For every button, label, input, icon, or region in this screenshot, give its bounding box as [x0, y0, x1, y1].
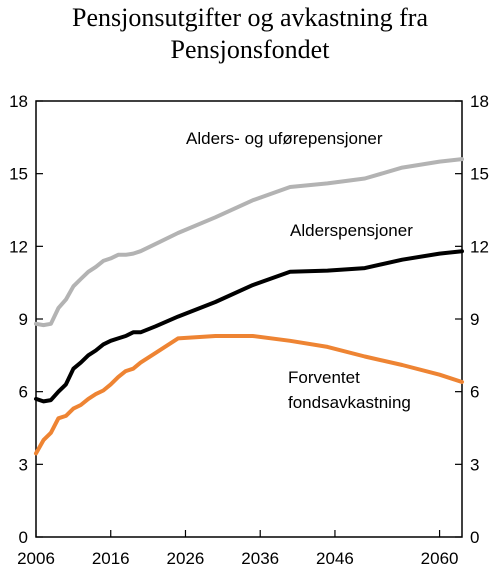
x-tick-label: 2046: [316, 549, 354, 568]
series-line-0: [34, 157, 464, 328]
y-tick-label-left: 12: [9, 237, 28, 256]
y-tick-label-right: 18: [470, 92, 489, 111]
x-tick-label: 2036: [241, 549, 279, 568]
x-tick-label: 2026: [167, 549, 205, 568]
y-tick-label-right: 12: [470, 237, 489, 256]
x-tick-label: 2016: [92, 549, 130, 568]
y-tick-label-left: 6: [19, 383, 28, 402]
series-line-2: [34, 334, 464, 456]
x-tick-label: 2060: [421, 549, 459, 568]
y-tick-label-right: 3: [470, 455, 479, 474]
axis-ticks: 0 0 3 3 6 6 9 9 12 12 15 15 18 18 2006 2016 2026 2036 2046…: [9, 92, 489, 568]
series-lines: [34, 157, 464, 456]
series-label-2: fondsavkastning: [288, 393, 411, 412]
y-tick-label-right: 9: [470, 310, 479, 329]
series-label-1: Alderspensjoner: [290, 221, 413, 240]
chart-title-line-1: Pensjonsutgifter og avkastning fra: [72, 3, 428, 32]
series-label-2: Forventet: [288, 368, 360, 387]
plot-frame: [35, 100, 463, 538]
series-line-1: [34, 249, 464, 404]
series-label-0: Alders- og uførepensjoner: [186, 129, 383, 148]
x-tick-label: 2006: [17, 549, 55, 568]
y-tick-label-right: 0: [470, 528, 479, 547]
series-labels: Alders- og uførepensjoner Alderspensjoner…: [186, 129, 413, 412]
y-tick-label-left: 9: [19, 310, 28, 329]
y-tick-label-left: 15: [9, 165, 28, 184]
y-tick-label-right: 6: [470, 383, 479, 402]
y-tick-label-left: 3: [19, 455, 28, 474]
y-tick-label-right: 15: [470, 165, 489, 184]
y-tick-label-left: 0: [19, 528, 28, 547]
y-tick-label-left: 18: [9, 92, 28, 111]
chart-title-line-2: Pensjonsfondet: [171, 35, 331, 64]
